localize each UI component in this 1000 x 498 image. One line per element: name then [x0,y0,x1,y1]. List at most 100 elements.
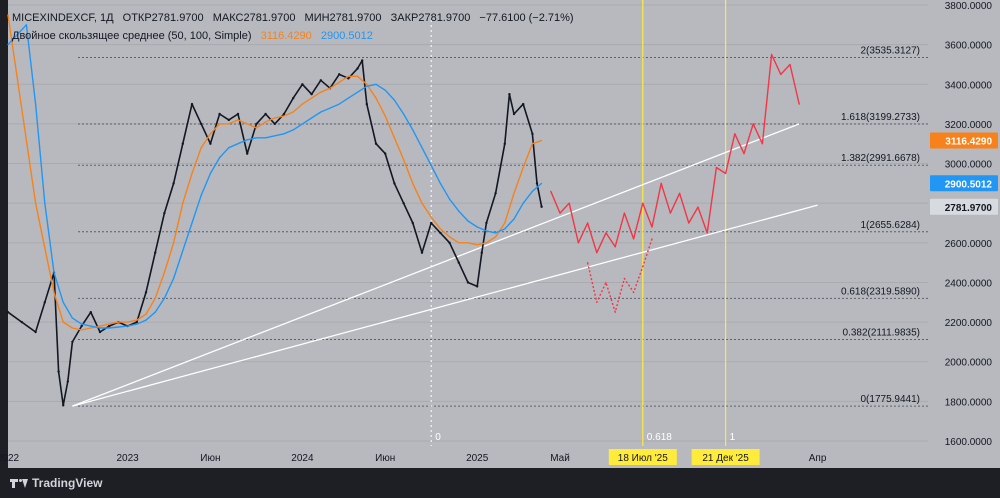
series-projection [550,123,764,254]
data-point-price [338,73,341,76]
data-point-ma-100 [357,91,359,93]
data-point-price [181,142,184,145]
data-point-ma-100 [292,129,294,131]
data-point-ma-50 [191,172,193,175]
data-point-ma-100 [163,297,165,299]
x-tick-label: 2022 [0,453,20,464]
data-point-price [227,118,230,122]
time-marker-fib-label: 0.618 [647,432,672,443]
data-point-ma-100 [191,222,193,224]
data-point-ma-100 [127,325,129,327]
data-point-ma-50 [495,236,497,238]
x-tick-label: 2025 [466,453,489,464]
data-point-price [20,320,23,324]
data-point-ma-50 [439,228,441,230]
data-point-price [108,324,111,328]
time-marker-fib-label: 1 [730,432,736,443]
fib-level-label: 2(3535.3127) [861,45,921,56]
data-point-ma-100 [182,250,184,252]
tradingview-icon [10,477,28,489]
data-point-ma-100 [53,271,55,274]
data-point-ma-100 [219,157,221,159]
data-point-projection [734,133,736,135]
data-point-ma-50 [522,166,524,169]
data-point-projection-alt [623,277,626,280]
data-point-ma-100 [513,218,515,220]
data-point-ma-50 [145,313,147,315]
data-point-ma-100 [145,319,147,321]
data-point-ma-100 [99,327,101,329]
data-point-ma-100 [136,323,138,325]
data-point-ma-50 [7,14,9,16]
data-point-price [310,92,313,96]
data-point-ma-50 [136,319,138,321]
y-tick-label: 2000.0000 [945,358,993,369]
data-point-ma-50 [375,97,377,99]
trendline [72,123,800,407]
data-point-price [466,281,470,284]
data-point-projection [587,222,589,224]
data-point-projection [752,123,754,125]
data-point-price [98,330,102,334]
data-point-price [508,92,511,96]
data-point-ma-100 [366,85,368,87]
data-point-projection [568,202,570,204]
fib-level-label: 1.382(2991.6678) [841,153,920,164]
ohlc-header: MICEXINDEXCF, 1Д ОТКР2781.9700 МАКС2781.… [12,12,580,24]
data-point-projection-alt [614,311,616,313]
data-point-ma-50 [127,321,129,323]
low-value: МИН2781.9700 [304,12,382,24]
data-point-ma-50 [476,244,478,246]
data-point-price [190,102,194,106]
data-point-price [301,83,304,86]
data-point-projection-tail [771,53,773,56]
data-point-projection-alt [633,291,635,293]
data-point-ma-100 [35,103,37,105]
data-point-ma-100 [311,117,313,119]
symbol-label[interactable]: MICEXINDEXCF, 1Д [12,12,114,24]
data-point-ma-50 [35,202,37,204]
data-point-ma-50 [274,117,276,119]
data-point-projection [623,212,626,214]
data-point-ma-100 [209,172,211,175]
x-tick-label: Май [550,453,570,464]
x-tick-label: Апр [809,453,827,464]
data-point-ma-50 [458,242,460,244]
indicator-name[interactable]: Двойное скользящее среднее (50, 100, Sim… [12,30,252,42]
tradingview-logo[interactable]: TradingView [10,476,102,490]
data-point-price [393,182,396,185]
data-point-ma-100 [541,182,543,184]
data-point-ma-50 [255,127,257,129]
series-projection-alt [586,238,653,313]
data-point-price [172,182,175,185]
data-point-ma-100 [421,147,423,149]
data-point-ma-50 [163,271,165,274]
data-point-ma-50 [384,115,386,117]
data-point-ma-50 [53,291,55,293]
data-point-projection [577,242,580,244]
data-point-ma-100 [81,323,83,325]
data-point-ma-50 [320,91,322,93]
time-axis-panel [8,446,1000,468]
data-point-ma-100 [375,83,377,85]
data-point-ma-50 [283,115,285,117]
data-point-price [540,205,543,208]
data-point-ma-100 [44,202,46,204]
data-point-ma-50 [347,75,349,77]
indicator-header: Двойное скользящее среднее (50, 100, Sim… [12,30,379,42]
data-point-ma-100 [274,135,276,137]
data-point-ma-100 [255,137,257,139]
data-point-ma-100 [467,220,469,222]
data-point-price [135,320,138,324]
data-point-ma-50 [329,87,331,89]
data-point-ma-100 [347,97,349,99]
data-point-projection [669,212,672,214]
y-tick-label: 3400.0000 [945,80,993,91]
series-ma-100 [7,24,543,329]
data-point-price [361,59,364,62]
data-point-ma-100 [485,230,487,232]
x-tick-label: 2023 [116,453,139,464]
y-tick-label: 3000.0000 [945,160,993,171]
